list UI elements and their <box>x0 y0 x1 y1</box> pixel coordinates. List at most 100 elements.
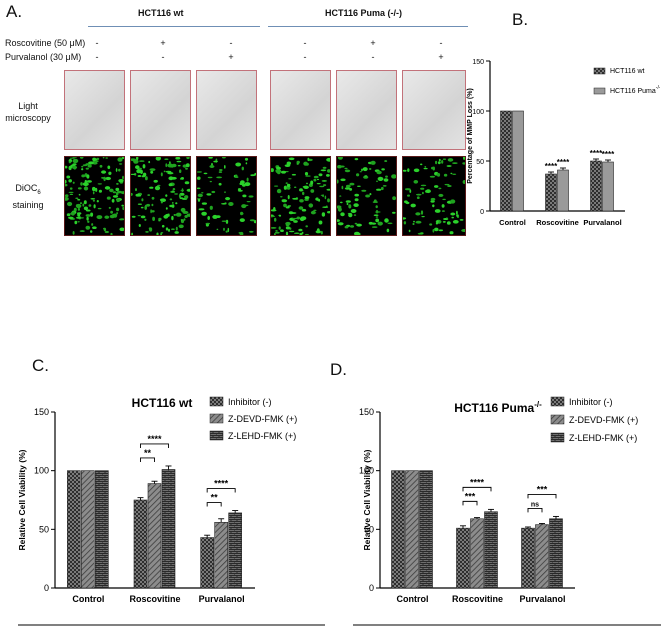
cell-speck <box>286 186 291 190</box>
cell-speck <box>354 158 359 161</box>
cell-speck <box>167 163 174 168</box>
cell-speck <box>285 221 291 226</box>
cell-speck <box>152 216 155 221</box>
legend-label: Inhibitor (-) <box>228 397 272 407</box>
cell-speck <box>292 217 298 220</box>
cell-speck <box>452 220 459 224</box>
bar <box>557 169 569 212</box>
cell-speck <box>219 169 223 171</box>
cell-speck <box>241 204 247 209</box>
cell-speck <box>431 166 435 170</box>
cell-speck <box>104 230 109 234</box>
cell-speck <box>116 207 120 212</box>
chart-title: HCT116 Puma-/- <box>454 400 542 415</box>
cell-speck <box>435 222 438 225</box>
cell-speck <box>92 226 97 229</box>
cell-speck <box>274 231 280 234</box>
category-label: Roscovitine <box>536 218 579 227</box>
cell-speck <box>456 214 459 217</box>
cell-speck <box>122 206 125 211</box>
cell-speck <box>148 160 151 164</box>
category-label: Control <box>499 218 526 227</box>
cell-speck <box>105 157 108 159</box>
cell-speck <box>298 206 304 210</box>
cell-speck <box>438 193 444 197</box>
cell-speck <box>68 179 72 183</box>
cell-speck <box>197 198 201 202</box>
y-axis-label: Relative Cell Viability (%) <box>17 449 27 550</box>
cell-speck <box>167 172 174 175</box>
significance-bracket <box>462 500 478 506</box>
cell-speck <box>441 204 445 208</box>
cell-speck <box>165 207 168 210</box>
row-label-dioc-name: DiOC <box>15 183 38 193</box>
cell-speck <box>442 198 446 201</box>
significance-label: **** <box>590 149 603 158</box>
cell-speck <box>452 162 458 164</box>
cell-speck <box>313 178 317 182</box>
cell-speck <box>377 221 383 226</box>
treatment-mark: + <box>438 52 444 62</box>
legend-label: Z-DEVD-FMK (+) <box>569 415 638 425</box>
cell-speck <box>432 204 435 208</box>
cell-speck <box>83 200 87 205</box>
cell-speck <box>91 223 94 226</box>
cell-speck <box>76 216 81 219</box>
cell-speck <box>174 231 179 234</box>
dioc-cells-wt-roscovitine <box>129 155 193 237</box>
cell-speck <box>315 197 319 201</box>
cell-speck <box>156 156 158 160</box>
cell-speck <box>447 185 452 187</box>
cell-speck <box>337 222 344 226</box>
cell-speck <box>240 180 245 185</box>
cell-speck <box>116 212 118 215</box>
cell-speck <box>356 173 360 177</box>
cell-speck <box>181 188 184 192</box>
cell-speck <box>407 194 410 197</box>
cell-speck <box>142 164 146 169</box>
cell-speck <box>349 225 355 228</box>
cell-speck <box>96 215 103 220</box>
panel-a-letter: A. <box>6 2 23 21</box>
cell-speck <box>235 174 238 178</box>
significance-label: *** <box>465 491 476 501</box>
cell-speck <box>228 202 234 206</box>
cell-speck <box>104 215 110 219</box>
legend-label-sup: -/- <box>656 85 660 91</box>
cell-speck <box>184 181 190 185</box>
cell-speck <box>116 198 121 202</box>
cell-speck <box>353 203 359 207</box>
cell-speck <box>242 194 247 198</box>
light-tile-puma-control <box>270 70 331 150</box>
cell-speck <box>227 227 230 233</box>
cell-speck <box>276 188 282 194</box>
cell-speck <box>434 209 441 213</box>
cell-speck <box>371 226 378 228</box>
cell-speck <box>291 173 296 176</box>
cell-speck <box>337 155 343 160</box>
dioc-cells-puma-roscovitine <box>335 155 397 236</box>
cell-speck <box>186 156 190 160</box>
y-tick-label: 100 <box>34 466 49 476</box>
cell-speck <box>82 203 85 207</box>
cell-speck <box>77 198 81 201</box>
chart-d: 0 50 100 150 Relative Cell Viability (%) Cont… <box>353 396 661 626</box>
bar <box>470 518 484 589</box>
cell-speck <box>235 162 242 167</box>
cell-speck <box>175 156 181 160</box>
cell-speck <box>386 228 390 233</box>
y-tick-label: 100 <box>472 109 484 116</box>
cell-speck <box>321 180 327 182</box>
cell-speck <box>72 156 77 158</box>
cell-speck <box>119 163 123 165</box>
cell-speck <box>441 160 444 164</box>
significance-label: **** <box>470 477 485 487</box>
cell-speck <box>376 188 382 191</box>
category-label: Roscovitine <box>129 594 180 604</box>
cell-speck <box>92 191 95 195</box>
cell-speck <box>216 176 222 179</box>
y-tick-label: 150 <box>359 407 374 417</box>
cell-speck <box>68 191 74 194</box>
cell-speck <box>381 168 385 171</box>
cell-speck <box>135 188 137 192</box>
